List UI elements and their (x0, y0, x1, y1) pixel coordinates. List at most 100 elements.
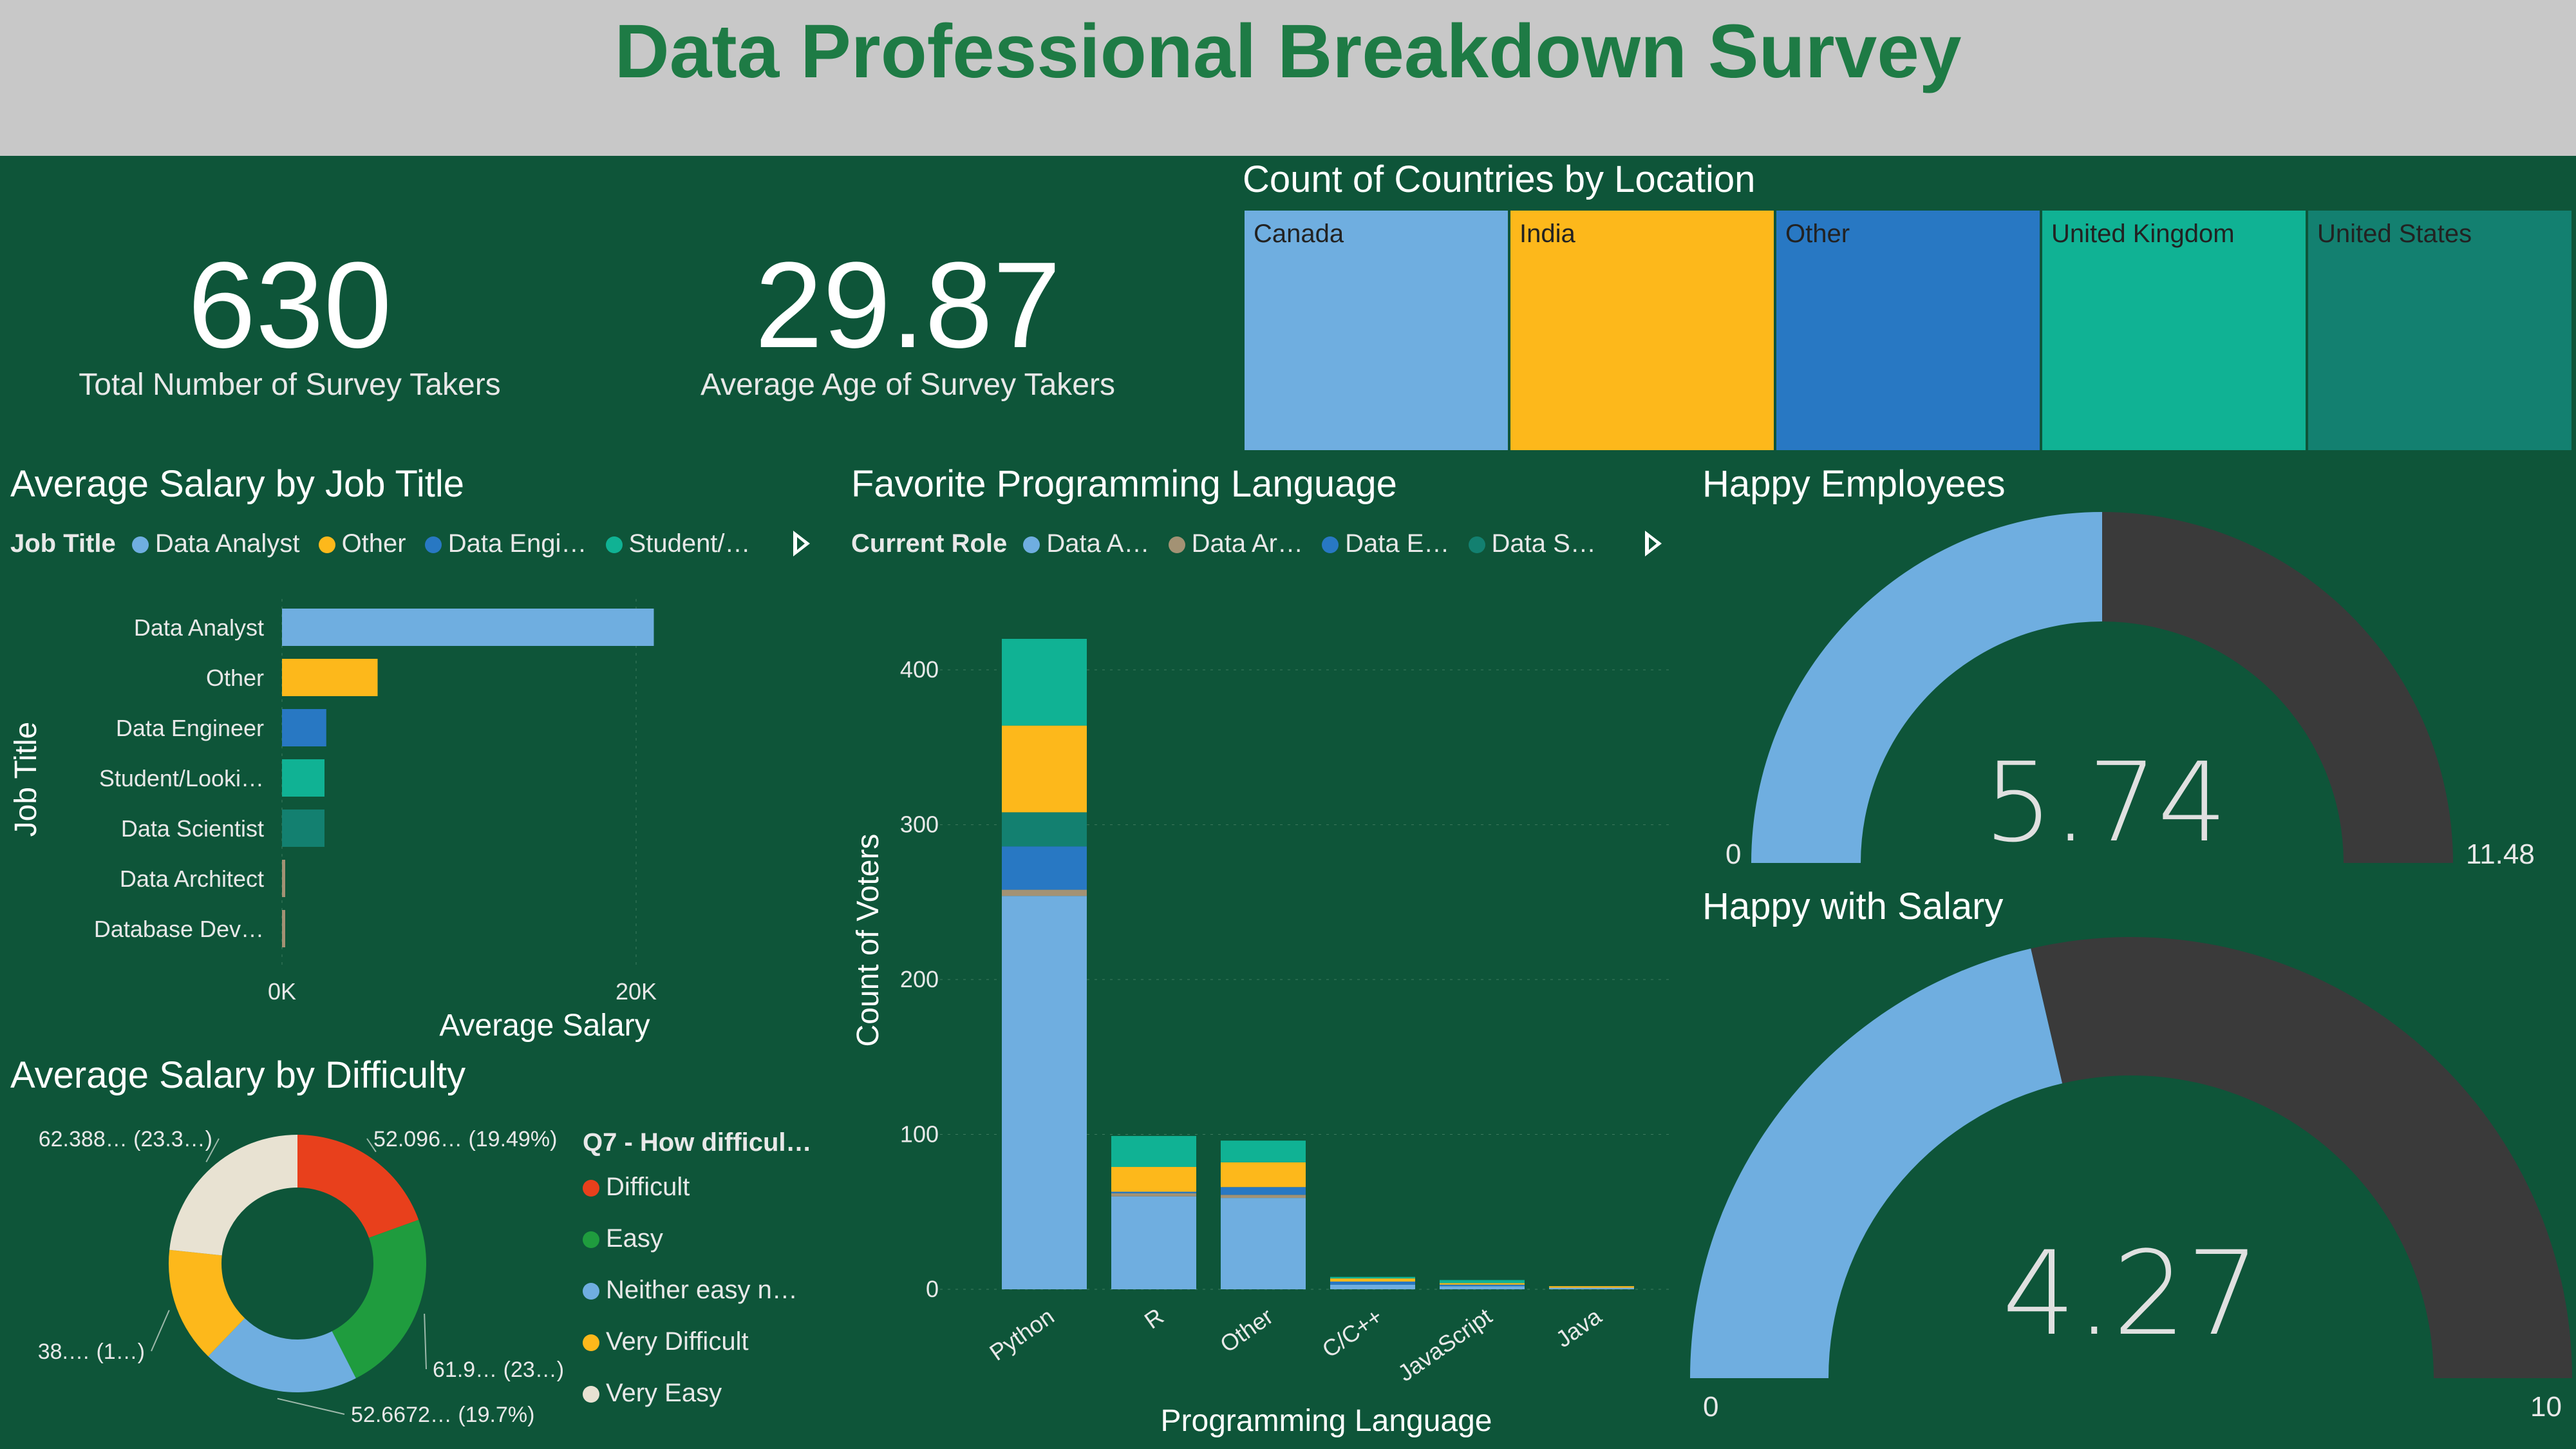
job-legend-item-2: Data Engi… (424, 529, 587, 558)
difficulty-slice[interactable] (169, 1249, 245, 1357)
language-bar-segment[interactable] (1002, 846, 1087, 890)
gauge-track (2102, 512, 2453, 863)
treemap-cell[interactable]: Other (1776, 211, 2042, 450)
legend-dot (583, 1180, 599, 1197)
legend-dot (424, 536, 442, 553)
language-bar-segment[interactable] (1221, 1187, 1306, 1195)
job-legend-title: Job Title (10, 529, 116, 558)
difficulty-legend-item-0: Difficult (583, 1173, 812, 1224)
job-category-label: Data Analyst (134, 614, 264, 641)
job-bar[interactable] (282, 759, 324, 797)
language-y-tick-label: 200 (900, 966, 939, 992)
difficulty-legend-title: Q7 - How difficul… (583, 1128, 812, 1157)
language-bar-segment[interactable] (1221, 1162, 1306, 1188)
difficulty-leader-line (424, 1313, 427, 1370)
job-legend-next-arrow-icon[interactable] (793, 531, 810, 556)
language-bar-segment[interactable] (1002, 896, 1087, 1289)
language-bar-segment[interactable] (1549, 1287, 1634, 1289)
treemap-chart: Canada India Other United Kingdom United Sta… (1245, 211, 2574, 450)
legend-dot (583, 1231, 599, 1248)
treemap-cell[interactable]: United States (2308, 211, 2574, 450)
job-bar[interactable] (282, 659, 378, 696)
happy-employees-value: 5.74 (1983, 739, 2228, 867)
job-category-label: Student/Looki… (99, 765, 264, 791)
language-bar-segment[interactable] (1440, 1286, 1525, 1289)
language-bar-segment[interactable] (1111, 1135, 1196, 1168)
language-bar-segment[interactable] (1111, 1191, 1196, 1193)
language-legend-item-1: Data Ar… (1168, 529, 1303, 558)
difficulty-slice[interactable] (332, 1220, 426, 1379)
language-bar-segment[interactable] (1111, 1196, 1196, 1289)
job-legend-item-0: Data Analyst (131, 529, 299, 558)
job-bar[interactable] (282, 910, 285, 947)
language-bar-segment[interactable] (1330, 1278, 1415, 1282)
treemap-cell-label: Canada (1254, 220, 1344, 248)
difficulty-data-label: 52.096… (19.49%) (373, 1127, 557, 1151)
gauge-fill (1751, 512, 2102, 863)
job-bar[interactable] (282, 810, 324, 847)
language-bar-segment[interactable] (1002, 639, 1087, 726)
difficulty-slice[interactable] (169, 1135, 297, 1256)
language-y-axis-title: Count of Voters (851, 834, 885, 1047)
happy-salary-title: Happy with Salary (1702, 886, 2004, 927)
job-category-label: Database Dev… (94, 916, 264, 942)
difficulty-slice[interactable] (297, 1135, 419, 1238)
language-bar-segment[interactable] (1221, 1141, 1306, 1162)
treemap-cell[interactable]: United Kingdom (2042, 211, 2308, 450)
job-bar[interactable] (282, 860, 285, 897)
kpi-total-label: Total Number of Survey Takers (79, 368, 501, 402)
language-category-label: Java (1551, 1302, 1607, 1352)
happy-employees-min: 0 (1725, 838, 1742, 870)
difficulty-legend-item-4: Very Easy (583, 1379, 812, 1430)
difficulty-data-label: 52.6672… (19.7%) (351, 1403, 534, 1427)
difficulty-leader-line (205, 1138, 220, 1162)
difficulty-leader-line (277, 1397, 345, 1415)
gauge-fill (1690, 948, 2063, 1378)
language-bar-segment[interactable] (1330, 1276, 1415, 1279)
language-legend-item-3: Data S… (1468, 529, 1596, 558)
language-bar-segment[interactable] (1002, 725, 1087, 813)
language-bar-segment[interactable] (1111, 1167, 1196, 1192)
language-bar-segment[interactable] (1002, 889, 1087, 896)
difficulty-slice[interactable] (208, 1318, 356, 1392)
language-y-tick-label: 300 (900, 811, 939, 838)
happy-salary-max: 10 (2530, 1391, 2562, 1423)
treemap-cell[interactable]: India (1510, 211, 1776, 450)
language-x-axis-title: Programming Language (1161, 1404, 1492, 1438)
difficulty-leader-line (151, 1310, 170, 1352)
difficulty-legend-item-1: Easy (583, 1224, 812, 1276)
language-legend: Current Role Data A… Data Ar… Data E… Da… (851, 529, 1608, 558)
language-title: Favorite Programming Language (851, 463, 1397, 505)
happy-employees-title: Happy Employees (1702, 463, 2006, 505)
language-bar-segment[interactable] (1330, 1281, 1415, 1285)
language-bar-segment[interactable] (1330, 1284, 1415, 1289)
difficulty-title: Average Salary by Difficulty (10, 1054, 466, 1096)
gauge-track (2031, 937, 2572, 1378)
language-bar-segment[interactable] (1111, 1193, 1196, 1197)
treemap-cell[interactable]: Canada (1245, 211, 1510, 450)
language-bar-segment[interactable] (1440, 1284, 1525, 1287)
treemap-cell-label: United States (2317, 220, 2472, 248)
job-bar[interactable] (282, 609, 654, 646)
language-bar-segment[interactable] (1440, 1280, 1525, 1283)
job-bar[interactable] (282, 709, 326, 746)
language-bar-segment[interactable] (1221, 1195, 1306, 1198)
language-bar-segment[interactable] (1549, 1286, 1634, 1288)
happy-employees-max: 11.48 (2466, 838, 2535, 870)
language-category-label: C/C++ (1317, 1303, 1387, 1363)
legend-dot (583, 1334, 599, 1351)
legend-dot (1168, 536, 1185, 553)
language-bar-segment[interactable] (1221, 1198, 1306, 1289)
language-bar-segment[interactable] (1002, 812, 1087, 847)
language-legend-next-arrow-icon[interactable] (1645, 531, 1662, 556)
legend-dot (1322, 536, 1339, 553)
job-salary-chart: 0K 20K Data Analyst Other Data Engineer Stude… (9, 599, 657, 1043)
kpi-age-label: Average Age of Survey Takers (700, 368, 1115, 402)
language-bar-segment[interactable] (1440, 1283, 1525, 1285)
language-y-tick-label: 100 (900, 1121, 939, 1148)
language-y-tick-label: 0 (926, 1276, 939, 1302)
language-legend-item-0: Data A… (1023, 529, 1149, 558)
job-category-label: Data Architect (120, 866, 264, 892)
difficulty-legend-item-2: Neither easy n… (583, 1276, 812, 1327)
treemap-cell-label: India (1519, 220, 1575, 248)
